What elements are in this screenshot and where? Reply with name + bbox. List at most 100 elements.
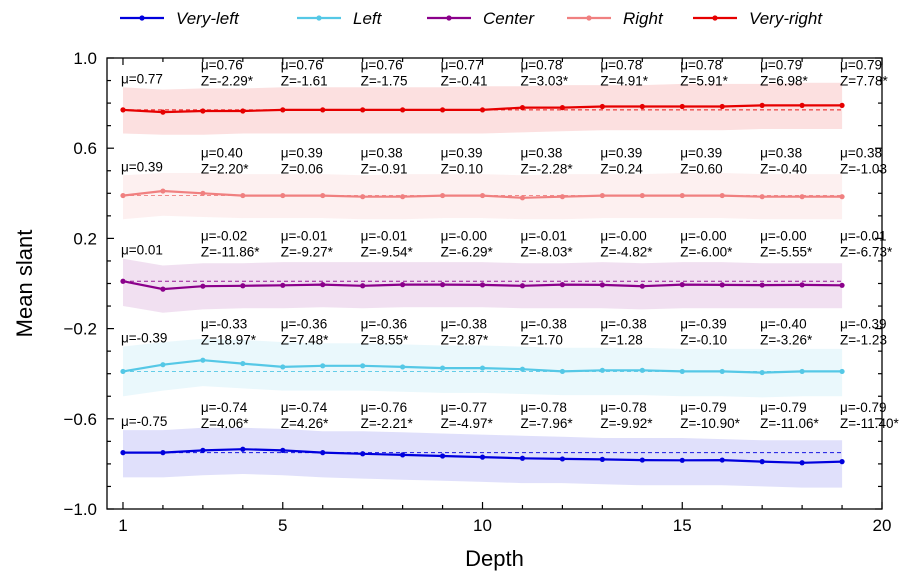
mu-label-right: μ=0.38 xyxy=(760,145,802,160)
z-label-very-right: Z=-2.29* xyxy=(201,73,254,88)
y-tick-label: −0.6 xyxy=(63,410,97,429)
z-label-very-left: Z=4.26* xyxy=(281,416,329,431)
z-label-right: Z=-0.91 xyxy=(361,161,408,176)
mu-label-very-left: μ=-0.79 xyxy=(680,400,726,415)
point-left xyxy=(120,368,126,375)
z-label-center: Z=-6.73* xyxy=(840,245,893,260)
point-center xyxy=(799,282,805,288)
z-label-very-left: Z=-10.90* xyxy=(680,416,740,431)
mu-label-very-left: μ=-0.78 xyxy=(520,400,566,415)
point-right xyxy=(400,194,406,200)
legend-marker-very-right xyxy=(712,15,718,21)
mu-label-very-right: μ=0.76 xyxy=(201,57,243,72)
point-center xyxy=(280,282,286,288)
legend-marker-very-left xyxy=(139,15,145,21)
mu-label-right: μ=0.39 xyxy=(281,145,323,160)
point-very-right xyxy=(799,102,805,108)
mu-label-very-left: μ=-0.79 xyxy=(840,400,886,415)
mu-label-very-right: μ=0.78 xyxy=(680,57,722,72)
point-right xyxy=(639,192,645,199)
mu-label-right: μ=0.40 xyxy=(201,145,243,160)
legend-label-very-right: Very-right xyxy=(749,9,823,28)
legend-marker-center xyxy=(446,15,452,21)
z-label-center: Z=-11.86* xyxy=(201,245,260,260)
point-left xyxy=(479,365,486,371)
point-very-right xyxy=(320,107,326,113)
mu-label-very-right: μ=0.79 xyxy=(840,57,882,72)
point-very-right xyxy=(280,107,286,113)
point-left xyxy=(160,362,166,368)
point-very-right xyxy=(679,103,685,110)
z-label-center: Z=-4.82* xyxy=(600,245,653,260)
z-label-right: Z=0.60 xyxy=(680,161,722,176)
point-center xyxy=(240,283,246,289)
point-center xyxy=(439,282,446,288)
point-right xyxy=(599,192,605,199)
point-very-left xyxy=(280,447,286,453)
z-label-very-left: Z=-2.21* xyxy=(361,416,414,431)
z-label-center: Z=-8.03* xyxy=(520,245,573,260)
mu-label-left: μ=-0.38 xyxy=(441,317,487,332)
mu-label-very-left: μ=-0.74 xyxy=(281,400,328,415)
z-label-right: Z=0.06 xyxy=(281,161,323,176)
point-left xyxy=(719,368,725,375)
point-right xyxy=(439,192,446,199)
point-very-left xyxy=(519,455,526,461)
mu-label-center: μ=-0.00 xyxy=(680,229,726,244)
mu-label-very-right: μ=0.77 xyxy=(441,57,483,72)
z-label-very-right: Z=-1.61 xyxy=(281,73,328,88)
z-label-very-right: Z=6.98* xyxy=(760,73,808,88)
x-axis-label: Depth xyxy=(465,546,524,571)
point-left xyxy=(400,364,406,370)
z-label-very-right: Z=3.03* xyxy=(520,73,568,88)
x-tick-label: 1 xyxy=(118,516,127,535)
point-left xyxy=(759,369,765,376)
mu-label-right: μ=0.38 xyxy=(520,145,562,160)
point-center xyxy=(759,282,765,288)
point-very-left xyxy=(400,452,406,458)
y-tick-label: 1.0 xyxy=(73,49,97,68)
z-label-right: Z=-2.28* xyxy=(520,161,573,176)
mu-label-right: μ=0.39 xyxy=(121,159,163,174)
mu-label-right: μ=0.38 xyxy=(361,145,403,160)
legend-label-very-left: Very-left xyxy=(176,9,240,28)
point-very-right xyxy=(599,103,605,110)
point-very-right xyxy=(479,107,486,113)
point-right xyxy=(120,192,126,199)
point-very-right xyxy=(200,108,206,114)
y-axis-label: Mean slant xyxy=(12,230,37,338)
z-label-left: Z=1.28 xyxy=(600,333,642,348)
point-right xyxy=(320,192,326,199)
z-label-left: Z=1.70 xyxy=(520,333,562,348)
mu-label-very-left: μ=-0.74 xyxy=(201,400,248,415)
point-right xyxy=(479,192,486,199)
point-very-right xyxy=(160,109,166,115)
series-lines xyxy=(120,102,845,466)
mu-label-center: μ=-0.01 xyxy=(361,229,407,244)
point-center xyxy=(599,282,605,288)
mu-label-right: μ=0.39 xyxy=(600,145,642,160)
point-very-right xyxy=(400,107,406,113)
point-very-left xyxy=(200,447,206,453)
point-very-right xyxy=(360,107,366,113)
z-label-right: Z=-0.40 xyxy=(760,161,807,176)
mu-label-center: μ=0.01 xyxy=(121,243,163,258)
point-right xyxy=(519,195,526,201)
point-center xyxy=(519,283,526,289)
mu-label-very-right: μ=0.76 xyxy=(361,57,403,72)
legend-label-left: Left xyxy=(353,9,383,28)
mu-label-right: μ=0.39 xyxy=(441,145,483,160)
z-label-center: Z=-5.55* xyxy=(760,245,813,260)
x-tick-label: 20 xyxy=(873,516,892,535)
point-left xyxy=(360,363,366,369)
y-tick-label: 0.6 xyxy=(73,139,97,158)
mu-label-left: μ=-0.40 xyxy=(760,317,806,332)
point-very-left xyxy=(719,457,725,463)
point-center xyxy=(120,278,126,284)
point-right xyxy=(559,194,566,200)
z-label-very-left: Z=-11.40* xyxy=(840,416,899,431)
x-tick-label: 5 xyxy=(278,516,287,535)
z-label-very-right: Z=7.78* xyxy=(840,73,888,88)
z-label-left: Z=2.87* xyxy=(441,333,489,348)
mu-label-very-left: μ=-0.77 xyxy=(441,400,487,415)
